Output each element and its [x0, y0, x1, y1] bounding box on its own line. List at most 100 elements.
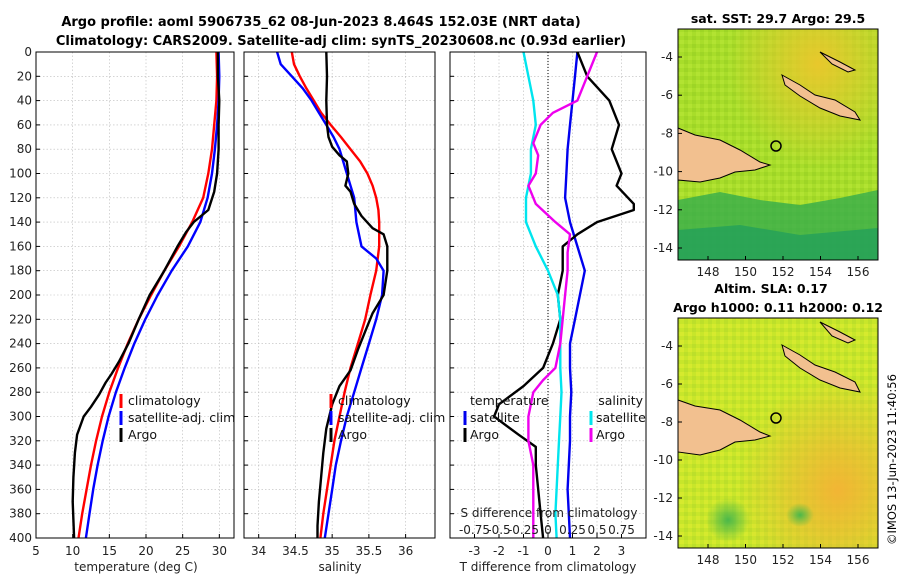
s-tick-label: 0.25 [559, 523, 586, 537]
y-tick-label: 20 [17, 69, 32, 83]
legend-label-t-argo: Argo [470, 427, 499, 442]
salinity-grid [244, 51, 435, 539]
sst-ticks: -4 -6 -8 -10 -12 -14 148 150 152 154 156 [653, 50, 869, 279]
legend-label-t-satellite: satellite [470, 410, 520, 425]
y-tick-label: 120 [9, 191, 32, 205]
map-x-tick-label: 150 [734, 553, 757, 567]
series-line-satellite-adj-clim [275, 52, 385, 538]
salinity-xlabel: salinity [318, 560, 361, 574]
map-y-tick-label: -8 [661, 415, 673, 429]
series-line-argo [71, 52, 221, 538]
x-tick-label: 25 [175, 544, 190, 558]
map-x-tick-label: 148 [697, 553, 720, 567]
series-line-satellite-adj-clim [84, 52, 221, 538]
salinity-legend: climatology satellite-adj. clim Argo [329, 393, 445, 442]
y-tick-label: 280 [9, 385, 32, 399]
x-tick-label: 20 [138, 544, 153, 558]
s-difference-ticks: -0.75-0.5-0.25 0 0.25 0.5 0.75 [459, 523, 635, 537]
sst-argo-marker [770, 140, 782, 152]
x-tick-label: -3 [469, 544, 481, 558]
map-y-tick-label: -12 [653, 491, 673, 505]
map-y-tick-label: -10 [653, 453, 673, 467]
map-y-tick-label: -4 [661, 339, 673, 353]
imos-timestamp: ©IMOS 13-Jun-2023 11:40:56 [885, 374, 899, 545]
y-tick-label: 380 [9, 507, 32, 521]
sst-cool-region-2 [678, 225, 878, 260]
map-y-tick-label: -14 [653, 241, 673, 255]
temperature-lines [71, 52, 221, 538]
y-tick-label: 220 [9, 312, 32, 326]
y-tick-label: 160 [9, 239, 32, 253]
salinity-ticks: 34 34.5 35 35.5 36 [244, 51, 413, 558]
map-y-tick-label: -8 [661, 126, 673, 140]
s-difference-label: S difference from climatology [461, 506, 638, 520]
salinity-panel: 34 34.5 35 35.5 36 salinity climatology sate… [243, 51, 445, 574]
temperature-xlabel: temperature (deg C) [74, 560, 197, 574]
s-tick-label: -0.5 [487, 523, 510, 537]
s-tick-label: -0.25 [508, 523, 539, 537]
x-tick-label: 30 [212, 544, 227, 558]
x-tick-label: 36 [398, 544, 413, 558]
s-tick-label: 0.75 [608, 523, 635, 537]
difference-ticks: -3 -2 -1 0 1 2 3 [450, 51, 626, 558]
y-tick-label: 360 [9, 482, 32, 496]
series-line-climatology [77, 52, 219, 538]
x-tick-label: 5 [32, 544, 40, 558]
sla-land-new-ireland [819, 321, 857, 344]
difference-legend-salinity: salinity satellite Argo [589, 393, 646, 442]
y-tick-label: 300 [9, 410, 32, 424]
sla-low-blob [706, 498, 750, 542]
t-difference-xlabel: T difference from climatology [459, 560, 637, 574]
x-tick-label: 35 [325, 544, 340, 558]
map-x-tick-label: 154 [809, 265, 832, 279]
series-line-argo [316, 52, 389, 538]
y-tick-label: 180 [9, 264, 32, 278]
sst-map-title: sat. SST: 29.7 Argo: 29.5 [691, 11, 865, 26]
x-tick-label: 2 [593, 544, 601, 558]
x-tick-label: -1 [518, 544, 530, 558]
sst-map: sat. SST: 29.7 Argo: 29.5 -4 -6 -8 -10 -12 -1… [653, 11, 879, 279]
temperature-grid [35, 51, 234, 539]
sst-land-new-britain [781, 73, 862, 121]
temperature-ticks: 0 20 40 60 80 100 120 140 160 180 200 220 240 260 280 3… [9, 45, 227, 558]
y-tick-label: 340 [9, 458, 32, 472]
legend-title-temperature: temperature [470, 393, 549, 408]
map-x-tick-label: 148 [697, 265, 720, 279]
y-tick-label: 100 [9, 167, 32, 181]
difference-panel: -3 -2 -1 0 1 2 3 S difference from climatology… [449, 51, 647, 574]
sla-argo-marker [770, 412, 782, 424]
legend-label-satellite: satellite-adj. clim [338, 410, 445, 425]
sst-land-new-ireland [819, 51, 857, 73]
x-tick-label: 34 [251, 544, 266, 558]
series-line-s-satellite [522, 52, 563, 538]
s-tick-label: 0 [544, 523, 552, 537]
x-tick-label: 3 [618, 544, 626, 558]
map-y-tick-label: -6 [661, 88, 673, 102]
s-tick-label: -0.75 [459, 523, 490, 537]
y-tick-label: 60 [17, 118, 32, 132]
x-tick-label: 35.5 [356, 544, 383, 558]
y-tick-label: 140 [9, 215, 32, 229]
x-tick-label: 1 [569, 544, 577, 558]
difference-legend-temperature: temperature satellite Argo [463, 393, 549, 442]
map-y-tick-label: -14 [653, 529, 673, 543]
map-x-tick-label: 152 [772, 553, 795, 567]
series-line-t-satellite [563, 52, 586, 538]
map-x-tick-label: 154 [809, 553, 832, 567]
map-x-tick-label: 152 [772, 265, 795, 279]
y-tick-label: 40 [17, 94, 32, 108]
legend-label-climatology: climatology [128, 393, 201, 408]
sla-map-title1: Altim. SLA: 0.17 [714, 281, 827, 296]
y-tick-label: 80 [17, 142, 32, 156]
sst-frame [677, 28, 879, 261]
s-tick-label: 0.5 [587, 523, 606, 537]
legend-label-satellite: satellite-adj. clim [128, 410, 235, 425]
y-tick-label: 200 [9, 288, 32, 302]
legend-title-salinity: salinity [598, 393, 643, 408]
map-x-tick-label: 156 [847, 553, 870, 567]
legend-label-s-argo: Argo [596, 427, 625, 442]
map-x-tick-label: 156 [847, 265, 870, 279]
sla-map-title2: Argo h1000: 0.11 h2000: 0.12 [673, 300, 883, 315]
series-line-climatology [290, 52, 381, 538]
